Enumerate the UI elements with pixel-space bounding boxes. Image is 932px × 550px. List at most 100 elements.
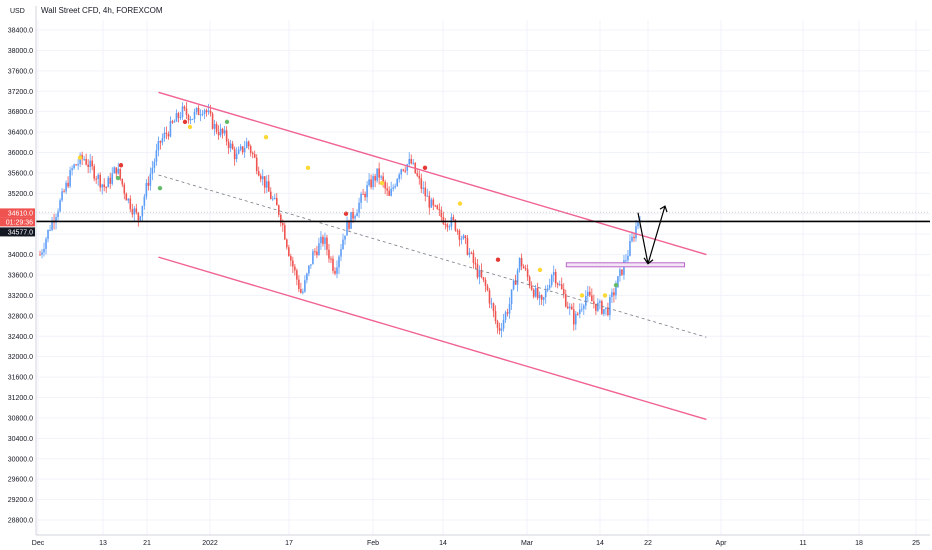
candle-body xyxy=(125,193,128,201)
candle-body xyxy=(217,131,220,136)
candle-body xyxy=(328,249,330,259)
y-tick-label: 28800.0 xyxy=(8,518,33,525)
candle-body xyxy=(57,211,59,217)
y-tick-label: 29200.0 xyxy=(8,497,33,504)
price-label-box xyxy=(0,227,35,237)
candle-body xyxy=(243,147,246,153)
candle-body xyxy=(209,110,212,114)
candle-body xyxy=(370,179,372,188)
candle-body xyxy=(398,174,400,180)
candle-body xyxy=(263,176,266,188)
channel-drawings xyxy=(36,91,930,421)
candle-body xyxy=(480,269,483,278)
candle-body xyxy=(282,223,284,226)
candle-body xyxy=(229,143,232,149)
candle-body xyxy=(520,257,523,267)
candle-body xyxy=(41,252,43,255)
candle-body xyxy=(51,220,53,230)
candle-body xyxy=(65,182,67,192)
signal-dot xyxy=(182,119,188,125)
x-tick-label: Apr xyxy=(716,540,728,547)
candle-body xyxy=(292,260,294,267)
projection-arrowhead-up xyxy=(659,205,668,213)
candle-body xyxy=(344,235,346,240)
candle-body xyxy=(322,236,324,244)
candle-body xyxy=(211,113,214,129)
x-tick-label: 25 xyxy=(912,540,920,547)
candle-body xyxy=(169,121,172,137)
candle-body xyxy=(286,239,288,248)
candle-body xyxy=(225,130,228,142)
y-tick-label: 30400.0 xyxy=(8,436,33,443)
candle-body xyxy=(109,177,112,184)
candle-body xyxy=(500,328,503,331)
candle-body xyxy=(267,181,270,192)
candle-body xyxy=(633,236,635,239)
candle-body xyxy=(91,160,93,167)
candle-body xyxy=(187,114,190,121)
price-label-text: 34577.0 xyxy=(8,229,33,236)
candle-body xyxy=(448,226,451,228)
candle-body xyxy=(619,269,621,277)
candle-body xyxy=(615,287,617,296)
candle-body xyxy=(462,235,465,239)
candle-body xyxy=(147,182,150,186)
candle-body xyxy=(408,158,411,165)
candle-body xyxy=(97,174,99,180)
candle-body xyxy=(552,272,555,276)
candle-body xyxy=(496,321,499,328)
candle-body xyxy=(280,214,282,224)
candle-body xyxy=(532,289,535,297)
candle-body xyxy=(191,118,194,120)
candle-body xyxy=(157,141,160,151)
candle-body xyxy=(474,262,477,265)
y-tick-label: 30800.0 xyxy=(8,415,33,422)
candle-body xyxy=(358,202,360,213)
candle-body xyxy=(83,158,85,160)
candle-body xyxy=(554,272,557,284)
candle-body xyxy=(181,106,184,118)
candle-body xyxy=(43,248,45,253)
y-tick-label: 31200.0 xyxy=(8,395,33,402)
candle-body xyxy=(396,179,398,186)
candle-body xyxy=(601,301,603,314)
projection-path xyxy=(637,205,666,264)
x-tick-label: 14 xyxy=(596,540,604,547)
candle-body xyxy=(143,196,146,206)
candle-body xyxy=(478,269,481,278)
candle-body xyxy=(39,254,41,256)
candle-body xyxy=(464,235,467,239)
candle-body xyxy=(613,292,615,296)
candle-body xyxy=(364,193,366,198)
y-tick-label: 32800.0 xyxy=(8,313,33,320)
candle-body xyxy=(71,168,73,171)
candle-body xyxy=(348,221,350,229)
candle-body xyxy=(589,291,591,296)
candle-body xyxy=(145,182,148,197)
candle-body xyxy=(255,157,258,172)
x-tick-label: Dec xyxy=(32,540,45,547)
signal-dot xyxy=(77,155,83,160)
candle-body xyxy=(205,110,208,113)
candle-body xyxy=(558,284,561,286)
channel-line xyxy=(158,256,707,421)
candle-body xyxy=(294,266,296,271)
y-tick-label: 30000.0 xyxy=(8,456,33,463)
candle-body xyxy=(171,121,174,123)
candle-body xyxy=(300,288,302,293)
candle-body xyxy=(213,124,216,129)
candle-body xyxy=(55,216,57,223)
candle-body xyxy=(298,279,300,289)
candle-body xyxy=(105,187,108,189)
candle-body xyxy=(310,264,312,266)
y-tick-label: 36000.0 xyxy=(8,150,33,157)
y-tick-label: 35600.0 xyxy=(8,170,33,177)
candle-body xyxy=(308,265,310,274)
candle-body xyxy=(426,195,429,197)
candle-body xyxy=(522,266,525,269)
candle-body xyxy=(585,296,587,306)
candle-body xyxy=(412,162,415,164)
candle-body xyxy=(189,119,192,121)
candle-body xyxy=(231,143,234,150)
